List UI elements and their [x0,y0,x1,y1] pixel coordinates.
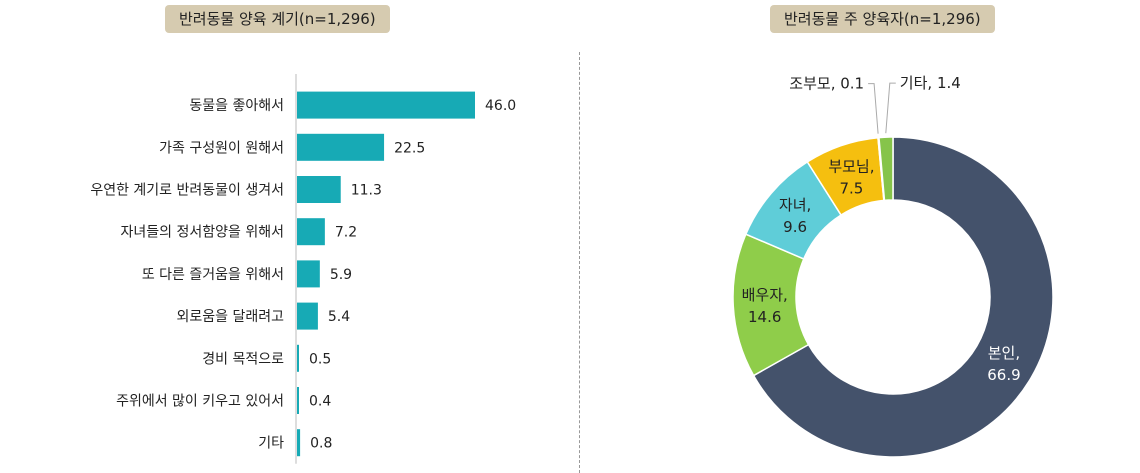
category-label: 자녀들의 정서함양을 위해서 [121,225,284,241]
bar [297,260,320,288]
bar [297,218,325,246]
value-label: 5.9 [330,267,352,283]
slice-category: 자녀 [779,196,807,214]
value-label: 0.4 [309,394,331,410]
bar [297,91,475,119]
bar [297,387,299,414]
slice-separator: , [1015,344,1020,362]
donut-slice [752,136,1054,458]
bar [297,344,299,372]
panel-divider [579,52,580,473]
value-label: 5.4 [328,309,350,325]
bar [297,133,385,161]
slice-category: 배우자 [742,286,784,304]
slice-label: 기타, 1.4 [900,74,961,92]
slice-category: 부모님 [828,157,869,175]
bar-chart-title: 반려동물 양육 계기(n=1,296) [165,5,390,33]
slice-separator: , [783,286,788,304]
bar [297,176,341,203]
slice-category: 본인 [988,344,1016,362]
value-label: 0.5 [309,351,331,367]
slice-value: 0.1 [840,75,864,93]
category-label: 우연한 계기로 반려동물이 생겨서 [90,183,284,199]
bar-chart: 동물을 좋아해서 46.0 가족 구성원이 원해서 22.5 우연한 계기로 반려동물이… [90,74,516,464]
value-label: 0.8 [310,436,332,452]
value-label: 11.3 [351,183,382,199]
category-label: 기타 [258,436,284,452]
slice-separator: , [831,75,841,93]
donut-chart-panel: 반려동물 주 양육자(n=1,296) 본인, 66.9 배우자, 14.6 자녀, 9.… [580,0,1140,473]
slice-value: 7.5 [839,179,863,197]
slice-label: 배우자, 14.6 [742,286,788,326]
slice-value: 66.9 [987,366,1020,384]
slice-separator: , [807,196,812,214]
leader-line [868,83,879,134]
slice-label: 자녀, 9.6 [779,196,811,236]
bar [297,429,301,457]
slice-label: 조부모, 0.1 [789,75,864,93]
value-label: 22.5 [394,140,425,156]
category-label: 외로움을 달래려고 [177,309,285,325]
category-label: 또 다른 즐거움을 위해서 [142,267,284,283]
slice-value: 1.4 [937,74,961,92]
slice-label: 부모님, 7.5 [828,157,874,197]
category-label: 가족 구성원이 원해서 [159,140,284,156]
bar-chart-panel: 반려동물 양육 계기(n=1,296) 동물을 좋아해서 46.0 가족 구성원이 … [90,5,516,464]
value-label: 7.2 [335,225,357,241]
slice-label: 본인, 66.9 [987,344,1020,384]
donut-chart-title: 반려동물 주 양육자(n=1,296) [770,5,995,33]
slice-separator: , [927,74,937,92]
leader-line [885,82,896,134]
slice-value: 9.6 [783,218,807,236]
slice-category: 기타 [900,74,928,92]
slice-value: 14.6 [748,308,781,326]
slice-category: 조부모 [789,75,831,93]
donut-slice [878,136,894,202]
bar [297,302,318,330]
value-label: 46.0 [485,98,516,114]
category-label: 동물을 좋아해서 [189,98,284,114]
slice-separator: , [870,157,875,175]
category-label: 주위에서 많이 키우고 있어서 [116,394,284,410]
category-label: 경비 목적으로 [202,351,284,367]
